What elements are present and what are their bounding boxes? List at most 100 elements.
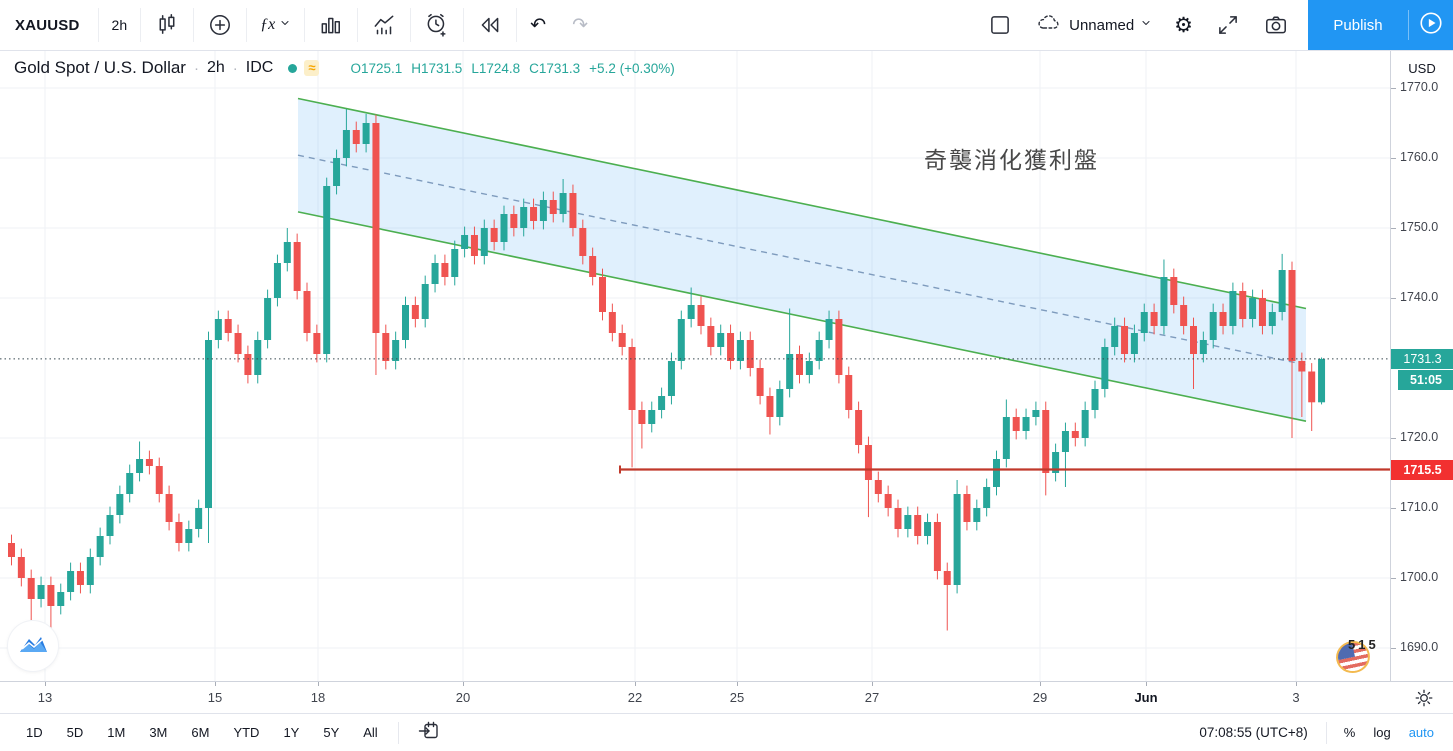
- chart-pattern-button[interactable]: [358, 0, 410, 50]
- range-button-1d[interactable]: 1D: [26, 725, 43, 740]
- cloud-icon: [1035, 11, 1063, 40]
- symbol-button[interactable]: XAUUSD: [15, 16, 80, 34]
- legend-separator: ·: [193, 59, 199, 77]
- undo-icon: ↶: [530, 14, 547, 36]
- candle-body: [195, 508, 203, 529]
- candle-body: [1052, 452, 1060, 473]
- range-button-6m[interactable]: 6M: [191, 725, 210, 740]
- log-scale-button[interactable]: log: [1373, 725, 1391, 740]
- toolbar-divider: [140, 8, 142, 42]
- candle-body: [864, 445, 872, 480]
- range-button-all[interactable]: All: [363, 725, 378, 740]
- sticker-label: 515: [1348, 637, 1379, 652]
- price-axis-label: 1710.0: [1390, 500, 1439, 514]
- candle-body: [254, 340, 262, 375]
- calendar-goto-icon: [417, 719, 441, 746]
- price-axis-label: 1750.0: [1390, 220, 1439, 234]
- range-button-5d[interactable]: 5D: [66, 725, 84, 740]
- candle-body: [342, 130, 350, 158]
- range-button-3m[interactable]: 3M: [149, 725, 168, 740]
- symbol-title[interactable]: Gold Spot / U.S. Dollar: [14, 58, 186, 77]
- layout-select-button[interactable]: [976, 0, 1024, 50]
- snapshot-button[interactable]: [1252, 0, 1300, 50]
- time-axis-label: 22: [627, 690, 643, 705]
- candle-body: [323, 186, 331, 354]
- candle-body: [333, 158, 341, 186]
- delayed-data-icon[interactable]: ≈: [304, 60, 320, 76]
- candle-body: [1101, 347, 1109, 389]
- time-axis-tickmark: [635, 682, 636, 686]
- candle-body: [1249, 298, 1257, 319]
- candle-body: [234, 333, 242, 354]
- candle-body: [461, 235, 469, 249]
- candle-body: [766, 396, 774, 417]
- candlestick-style-button[interactable]: [141, 0, 193, 50]
- time-axis-label: 18: [310, 690, 326, 705]
- range-button-ytd[interactable]: YTD: [233, 725, 260, 740]
- bar-replay-button[interactable]: [464, 0, 516, 50]
- publish-divider: [1408, 10, 1409, 40]
- market-status-icon[interactable]: [288, 63, 298, 73]
- bottom-bar-right-group: 07:08:55 (UTC+8) % log auto: [1189, 721, 1453, 744]
- fullscreen-button[interactable]: [1204, 0, 1252, 50]
- publish-menu-button[interactable]: [1409, 0, 1453, 50]
- candle-body: [37, 585, 45, 599]
- publish-button[interactable]: Publish: [1333, 16, 1383, 34]
- candle-body: [1081, 410, 1089, 438]
- chart-properties-button[interactable]: ⚙: [1163, 0, 1204, 50]
- time-axis[interactable]: 13 15 18 20 22 25 27 29 Jun 3: [0, 681, 1453, 713]
- price-axis[interactable]: USD 1770.0 1760.0 1750.0 1740.0 1720.0 1710.0…: [1390, 51, 1453, 681]
- compare-button[interactable]: [194, 0, 246, 50]
- range-button-1m[interactable]: 1M: [107, 725, 126, 740]
- indicator-templates-button[interactable]: [305, 0, 357, 50]
- parallel-channel-fill[interactable]: [298, 98, 1306, 422]
- undo-button[interactable]: ↶: [517, 0, 559, 50]
- candle-body: [746, 340, 754, 368]
- candle-body: [1121, 326, 1129, 354]
- candle-body: [736, 340, 744, 361]
- candle-body: [441, 263, 449, 277]
- flag-sticker[interactable]: 515: [1333, 637, 1379, 677]
- goto-date-button[interactable]: [407, 719, 451, 746]
- candle-body: [116, 494, 124, 515]
- candle-body: [707, 326, 715, 347]
- range-button-5y[interactable]: 5Y: [323, 725, 340, 740]
- toolbar-divider: [193, 8, 195, 42]
- candle-body: [677, 319, 685, 361]
- auto-scale-button[interactable]: auto: [1408, 725, 1434, 740]
- legend-interval[interactable]: 2h: [206, 59, 225, 76]
- candle-body: [658, 396, 666, 410]
- chart-region[interactable]: Gold Spot / U.S. Dollar · 2h · IDC ≈ O17…: [0, 51, 1453, 713]
- indicators-button[interactable]: ƒx: [247, 0, 304, 50]
- candle-body: [539, 200, 547, 221]
- text-annotation[interactable]: 奇襲消化獲利盤: [924, 147, 1099, 173]
- range-button-1y[interactable]: 1Y: [283, 725, 300, 740]
- chart-canvas[interactable]: [0, 51, 1390, 681]
- candle-body: [1190, 326, 1197, 354]
- candle-body: [924, 522, 932, 536]
- candle-body: [1032, 410, 1040, 417]
- candle-body: [185, 529, 193, 543]
- clock-timezone-button[interactable]: 07:08:55 (UTC+8): [1199, 725, 1308, 740]
- alarm-clock-plus-icon: [424, 12, 450, 38]
- candle-body: [667, 361, 675, 396]
- parallel-channel-top-line[interactable]: [297, 97, 1307, 310]
- percent-scale-button[interactable]: %: [1343, 725, 1356, 740]
- bar-chart-icon: [318, 12, 344, 38]
- currency-label[interactable]: USD: [1408, 61, 1436, 76]
- candle-body: [1298, 361, 1306, 372]
- interval-button[interactable]: 2h: [111, 17, 128, 33]
- create-alert-button[interactable]: [411, 0, 463, 50]
- time-axis-tickmark: [318, 682, 319, 686]
- cloud-layout-button[interactable]: Unnamed: [1024, 0, 1163, 50]
- time-axis-tickmark: [737, 682, 738, 686]
- time-axis-label: 20: [455, 690, 471, 705]
- candle-body: [894, 508, 902, 529]
- tradingview-logo-watermark[interactable]: [8, 621, 58, 671]
- candle-body: [1150, 312, 1158, 326]
- redo-button[interactable]: ↷: [559, 0, 601, 50]
- candle-body: [1268, 312, 1276, 326]
- chart-legend[interactable]: Gold Spot / U.S. Dollar · 2h · IDC ≈ O17…: [14, 58, 675, 78]
- chart-settings-button[interactable]: [1413, 687, 1435, 714]
